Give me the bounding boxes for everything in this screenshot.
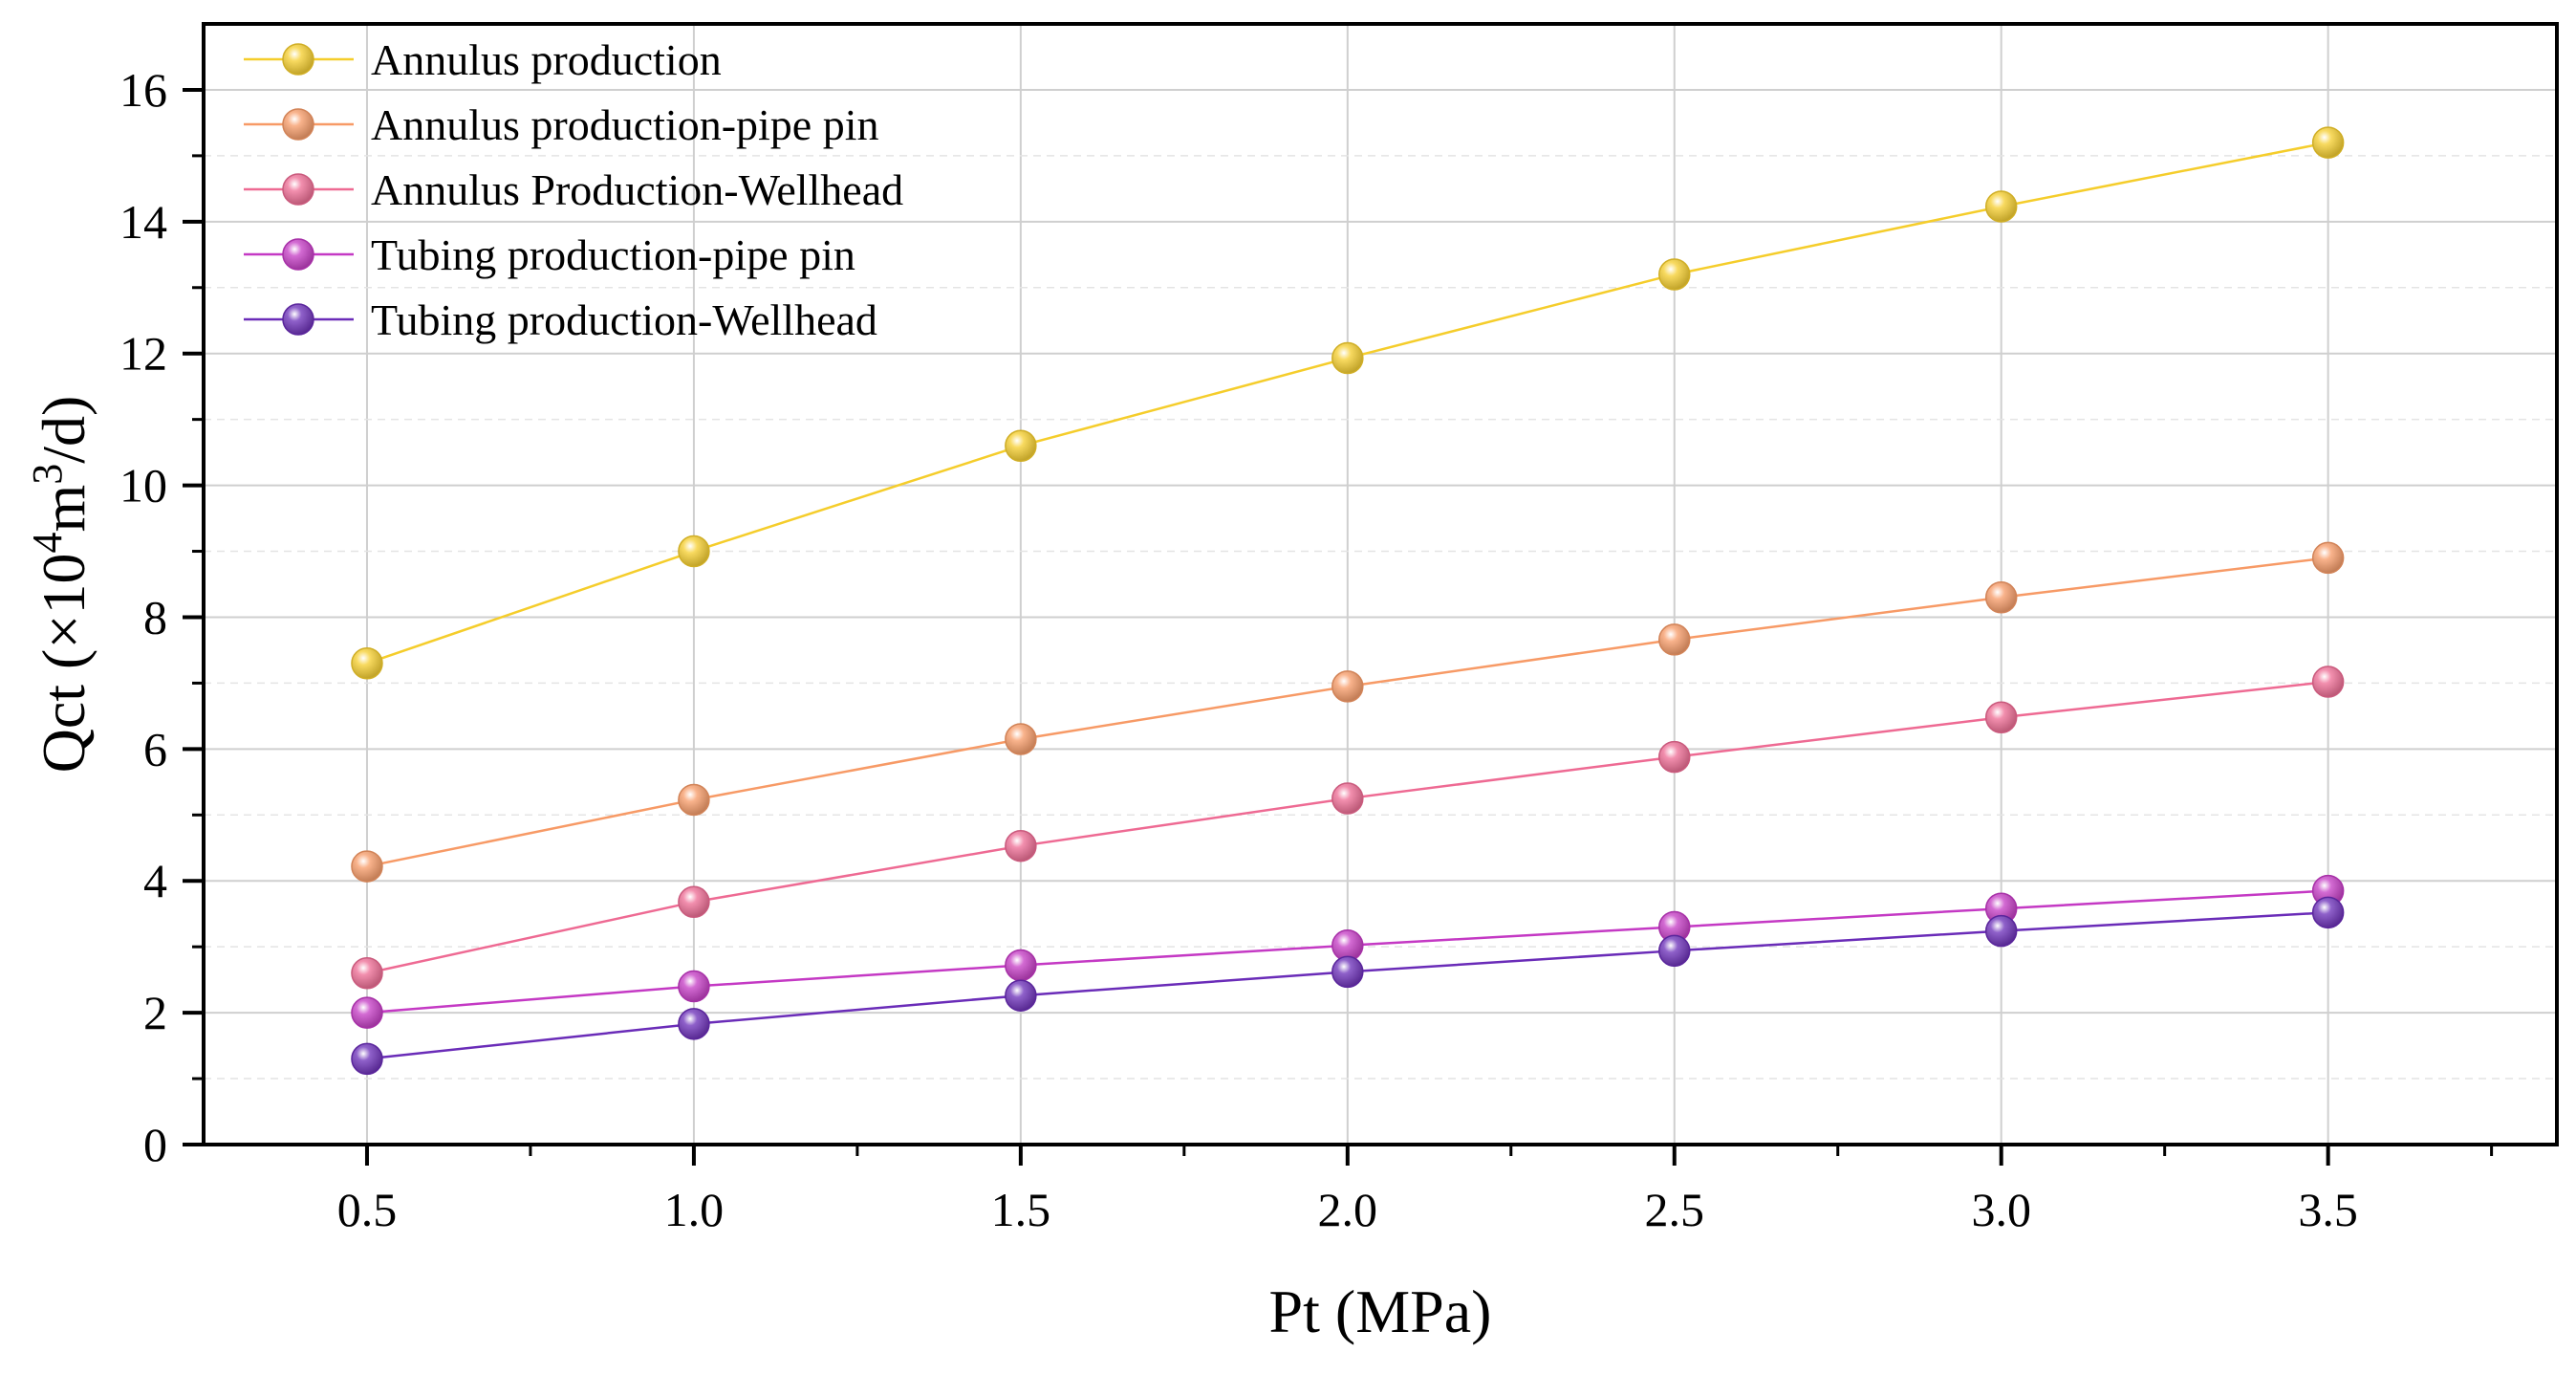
- x-tick-label: 3.5: [2298, 1183, 2358, 1236]
- data-point: [351, 850, 383, 883]
- y-tick-label: 2: [143, 986, 167, 1039]
- y-tick-label: 4: [143, 854, 167, 907]
- legend-item: Annulus production-pipe pin: [244, 100, 879, 149]
- x-tick-label: 0.5: [337, 1183, 398, 1236]
- data-point: [2311, 896, 2345, 929]
- series-4: [351, 874, 2345, 1029]
- data-point: [678, 783, 710, 817]
- y-axis-title: Qct (×104m3/d): [24, 396, 97, 774]
- x-tick-label: 1.5: [991, 1183, 1051, 1236]
- data-point: [351, 957, 383, 990]
- data-point: [678, 535, 710, 568]
- data-point: [2311, 541, 2345, 575]
- data-point: [1331, 341, 1364, 375]
- legend-marker: [282, 43, 314, 76]
- legend-marker: [282, 173, 314, 206]
- data-point: [1984, 914, 2018, 948]
- legend-label: Annulus production-pipe pin: [371, 100, 879, 149]
- data-point: [1331, 955, 1364, 989]
- y-tick-label: 16: [119, 63, 167, 117]
- data-point: [1005, 829, 1037, 862]
- legend-item: Tubing production-pipe pin: [244, 230, 855, 279]
- data-point: [1984, 581, 2018, 614]
- series-2: [351, 541, 2345, 883]
- series-5: [351, 896, 2345, 1076]
- data-point: [678, 1008, 710, 1040]
- y-tick-label: 8: [143, 590, 167, 644]
- legend-label: Annulus Production-Wellhead: [371, 165, 903, 214]
- y-tick-label: 0: [143, 1118, 167, 1171]
- data-point: [1331, 782, 1364, 815]
- y-tick-label: 12: [119, 327, 167, 381]
- data-point: [1658, 258, 1691, 291]
- data-point: [1005, 429, 1037, 462]
- y-title-mid: m: [30, 485, 97, 533]
- data-point: [2311, 666, 2345, 698]
- series-1: [351, 126, 2345, 680]
- legend-item: Annulus production: [244, 35, 722, 84]
- series-3: [351, 666, 2345, 990]
- data-point: [1658, 740, 1691, 774]
- x-tick-label: 2.0: [1318, 1183, 1378, 1236]
- data-point: [1984, 701, 2018, 734]
- legend-marker: [282, 108, 314, 141]
- legend-marker: [282, 238, 314, 271]
- legend: Annulus production Annulus production-pip…: [244, 35, 903, 344]
- series-layer: [351, 126, 2345, 1076]
- x-axis-title: Pt (MPa): [1269, 1277, 1492, 1345]
- data-point: [678, 970, 710, 1003]
- data-point: [1331, 670, 1364, 703]
- legend-item: Annulus Production-Wellhead: [244, 165, 903, 214]
- legend-item: Tubing production-Wellhead: [244, 295, 877, 344]
- data-point: [351, 996, 383, 1029]
- data-point: [1658, 623, 1691, 656]
- data-point: [1658, 934, 1691, 968]
- legend-label: Annulus production: [371, 35, 722, 84]
- x-tick-label: 3.0: [1971, 1183, 2031, 1236]
- y-tick-label: 14: [119, 195, 167, 249]
- legend-label: Tubing production-Wellhead: [371, 295, 877, 344]
- data-point: [1984, 190, 2018, 223]
- axis-layer: 0.5 1.0 1.5 2.0 2.5 3.0 3.5 0 2 4 6 8 10 12 14 16: [119, 63, 2494, 1236]
- data-point: [2311, 126, 2345, 159]
- data-point: [1005, 979, 1037, 1012]
- y-tick-label: 10: [119, 459, 167, 513]
- y-title-main: Qct (×10: [30, 554, 97, 774]
- data-point: [351, 1042, 383, 1076]
- y-title-sup-1: 4: [24, 533, 71, 554]
- x-tick-label: 1.0: [664, 1183, 725, 1236]
- y-title-end: /d): [30, 396, 97, 464]
- plot-frame: [202, 22, 2559, 1146]
- legend-label: Tubing production-pipe pin: [371, 230, 855, 279]
- data-point: [1005, 949, 1037, 982]
- data-point: [678, 885, 710, 919]
- data-point: [351, 646, 383, 680]
- x-tick-label: 2.5: [1645, 1183, 1705, 1236]
- legend-marker: [282, 303, 314, 336]
- data-point: [1005, 723, 1037, 755]
- y-title-sup-2: 3: [24, 464, 71, 485]
- y-tick-label: 6: [143, 722, 167, 775]
